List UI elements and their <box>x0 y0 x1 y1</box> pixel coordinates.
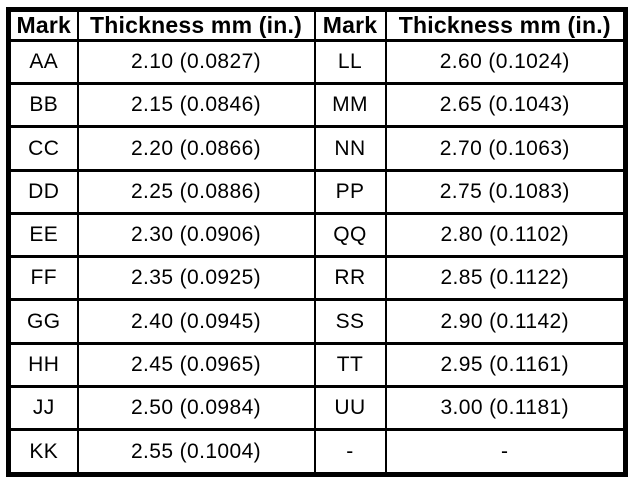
thickness-cell: 2.45 (0.0965) <box>76 341 316 388</box>
mark-cell: AA <box>7 38 79 86</box>
thickness-cell: 2.10 (0.0827) <box>76 38 316 86</box>
header-thickness-left: Thickness mm (in.) <box>76 8 316 42</box>
header-row: Mark Thickness mm (in.) Mark Thickness m… <box>7 8 627 42</box>
mark-cell: UU <box>313 384 387 432</box>
table-row: AA 2.10 (0.0827) LL 2.60 (0.1024) <box>7 38 627 86</box>
mark-cell: HH <box>7 341 79 388</box>
mark-cell: FF <box>7 255 79 302</box>
shim-thickness-table: Mark Thickness mm (in.) Mark Thickness m… <box>6 7 628 477</box>
thickness-cell: 2.25 (0.0886) <box>76 168 316 215</box>
thickness-cell: 2.30 (0.0906) <box>76 211 316 259</box>
mark-cell: CC <box>7 125 79 172</box>
mark-cell: SS <box>313 298 387 345</box>
mark-cell: BB <box>7 82 79 129</box>
mark-cell: JJ <box>7 384 79 432</box>
table-row: EE 2.30 (0.0906) QQ 2.80 (0.1102) <box>7 211 627 259</box>
header-mark-left: Mark <box>7 8 79 42</box>
mark-cell: GG <box>7 298 79 345</box>
thickness-cell: 2.80 (0.1102) <box>384 211 627 259</box>
table-row: GG 2.40 (0.0945) SS 2.90 (0.1142) <box>7 298 627 345</box>
mark-cell: RR <box>313 255 387 302</box>
mark-cell: - <box>313 428 387 476</box>
thickness-cell: 2.90 (0.1142) <box>384 298 627 345</box>
thickness-cell: 2.65 (0.1043) <box>384 82 627 129</box>
mark-cell: DD <box>7 168 79 215</box>
thickness-cell: 2.85 (0.1122) <box>384 255 627 302</box>
table-row: JJ 2.50 (0.0984) UU 3.00 (0.1181) <box>7 384 627 432</box>
thickness-cell: 2.40 (0.0945) <box>76 298 316 345</box>
header-thickness-right: Thickness mm (in.) <box>384 8 627 42</box>
thickness-cell: 2.50 (0.0984) <box>76 384 316 432</box>
mark-cell: TT <box>313 341 387 388</box>
mark-cell: MM <box>313 82 387 129</box>
header-mark-right: Mark <box>313 8 387 42</box>
thickness-cell: 2.55 (0.1004) <box>76 428 316 476</box>
mark-cell: QQ <box>313 211 387 259</box>
thickness-cell: 2.20 (0.0866) <box>76 125 316 172</box>
thickness-cell: 2.15 (0.0846) <box>76 82 316 129</box>
table-row: CC 2.20 (0.0866) NN 2.70 (0.1063) <box>7 125 627 172</box>
mark-cell: EE <box>7 211 79 259</box>
thickness-cell: 3.00 (0.1181) <box>384 384 627 432</box>
table-row: HH 2.45 (0.0965) TT 2.95 (0.1161) <box>7 341 627 388</box>
table-row: FF 2.35 (0.0925) RR 2.85 (0.1122) <box>7 255 627 302</box>
thickness-cell: 2.75 (0.1083) <box>384 168 627 215</box>
mark-cell: KK <box>7 428 79 476</box>
table-row: DD 2.25 (0.0886) PP 2.75 (0.1083) <box>7 168 627 215</box>
mark-cell: LL <box>313 38 387 86</box>
thickness-cell: - <box>384 428 627 476</box>
thickness-cell: 2.95 (0.1161) <box>384 341 627 388</box>
table-row: KK 2.55 (0.1004) - - <box>7 428 627 476</box>
mark-cell: PP <box>313 168 387 215</box>
thickness-cell: 2.70 (0.1063) <box>384 125 627 172</box>
thickness-cell: 2.60 (0.1024) <box>384 38 627 86</box>
thickness-cell: 2.35 (0.0925) <box>76 255 316 302</box>
mark-cell: NN <box>313 125 387 172</box>
table-row: BB 2.15 (0.0846) MM 2.65 (0.1043) <box>7 82 627 129</box>
